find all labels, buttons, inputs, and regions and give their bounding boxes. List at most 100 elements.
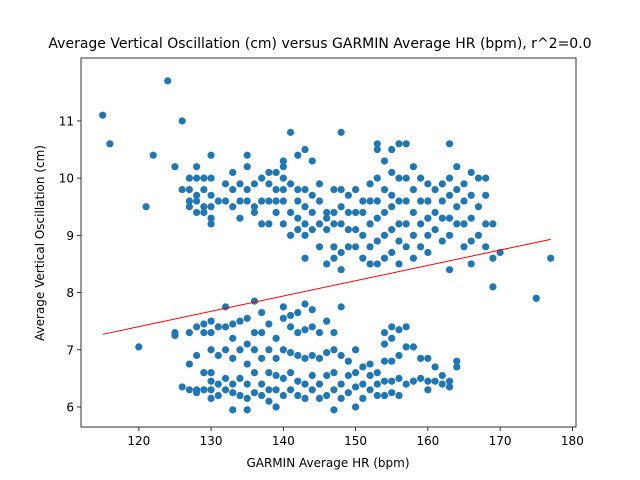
data-point-167 — [431, 208, 439, 217]
data-point-126 — [373, 197, 381, 205]
data-point-154 — [409, 208, 418, 217]
data-point-30 — [207, 214, 215, 222]
data-point-179 — [453, 220, 461, 228]
data-point-49 — [250, 203, 259, 211]
data-point-182 — [453, 163, 461, 171]
y-tick-label-7: 7 — [66, 343, 74, 357]
data-point-267 — [279, 314, 287, 322]
data-point-268 — [279, 303, 287, 311]
data-point-162 — [424, 231, 432, 239]
data-point-296 — [323, 317, 331, 325]
data-point-145 — [395, 174, 403, 182]
data-point-55 — [265, 197, 273, 205]
data-point-117 — [359, 197, 367, 205]
data-point-114 — [359, 254, 367, 262]
data-point-75 — [294, 185, 302, 194]
data-point-158 — [417, 220, 425, 228]
data-point-342 — [417, 354, 425, 362]
data-point-198 — [482, 174, 490, 182]
data-point-22 — [193, 191, 201, 199]
data-point-83 — [308, 226, 316, 234]
data-point-45 — [243, 185, 251, 194]
data-point-298 — [330, 386, 338, 394]
data-point-285 — [308, 371, 316, 380]
data-point-323 — [380, 377, 389, 385]
data-point-31 — [207, 203, 215, 211]
data-point-217 — [207, 329, 215, 337]
data-point-269 — [286, 386, 295, 394]
data-point-311 — [352, 369, 360, 377]
data-point-56 — [265, 180, 273, 188]
data-point-191 — [467, 168, 475, 177]
data-point-11 — [489, 283, 497, 291]
data-point-13 — [532, 294, 540, 302]
data-point-216 — [207, 346, 215, 354]
data-point-25 — [200, 203, 208, 211]
data-point-116 — [359, 208, 367, 217]
data-point-119 — [366, 243, 374, 251]
data-point-121 — [366, 197, 374, 205]
data-point-105 — [337, 128, 345, 136]
data-point-190 — [467, 191, 475, 199]
data-point-110 — [352, 243, 360, 251]
data-point-27 — [200, 174, 208, 182]
data-point-43 — [236, 180, 244, 188]
data-point-177 — [445, 174, 454, 182]
data-point-150 — [402, 174, 410, 182]
data-point-260 — [272, 386, 280, 394]
data-point-47 — [243, 163, 251, 171]
data-point-252 — [258, 329, 266, 337]
data-point-199 — [489, 254, 497, 262]
data-point-91 — [323, 260, 331, 268]
data-point-86 — [308, 157, 316, 165]
data-point-109 — [344, 191, 352, 199]
data-point-174 — [445, 231, 454, 239]
data-point-300 — [330, 346, 338, 354]
data-point-283 — [301, 300, 309, 308]
data-point-228 — [229, 406, 237, 414]
data-point-146 — [395, 140, 403, 148]
data-point-143 — [395, 220, 403, 228]
data-point-316 — [366, 386, 374, 394]
data-point-74 — [294, 197, 302, 205]
data-point-138 — [388, 191, 396, 199]
data-point-272 — [286, 323, 295, 331]
y-axis-ticks: 6 7 8 9 10 11 — [59, 114, 81, 414]
data-point-101 — [337, 248, 345, 257]
data-point-188 — [467, 237, 475, 245]
data-point-33 — [207, 174, 215, 182]
data-point-9 — [171, 331, 179, 340]
data-point-107 — [344, 226, 352, 234]
data-point-181 — [453, 185, 461, 194]
data-point-313 — [359, 394, 367, 402]
data-point-295 — [323, 349, 331, 357]
data-point-21 — [193, 197, 201, 205]
data-point-19 — [185, 174, 193, 182]
data-point-62 — [279, 220, 287, 228]
data-point-219 — [214, 391, 222, 400]
y-tick-label-11: 11 — [59, 114, 74, 128]
chart-title: Average Vertical Oscillation (cm) versus… — [48, 36, 591, 52]
data-point-103 — [337, 203, 345, 211]
data-point-312 — [352, 346, 360, 354]
plot-frame — [80, 57, 577, 428]
data-point-166 — [431, 226, 439, 234]
x-tick-label-150: 150 — [344, 434, 367, 448]
data-point-221 — [214, 351, 222, 360]
data-point-320 — [373, 380, 381, 388]
data-point-65 — [279, 174, 287, 182]
data-point-57 — [265, 168, 273, 177]
data-point-200 — [489, 220, 497, 228]
data-point-54 — [265, 220, 273, 228]
data-point-168 — [431, 185, 439, 194]
data-point-176 — [445, 191, 454, 199]
data-point-305 — [337, 303, 345, 311]
data-point-223 — [221, 386, 230, 394]
data-point-163 — [424, 214, 432, 222]
data-point-351 — [445, 377, 454, 385]
data-point-238 — [243, 406, 251, 414]
data-point-247 — [250, 329, 259, 337]
data-point-122 — [366, 180, 374, 188]
data-point-207 — [193, 323, 201, 331]
data-point-275 — [294, 377, 302, 385]
